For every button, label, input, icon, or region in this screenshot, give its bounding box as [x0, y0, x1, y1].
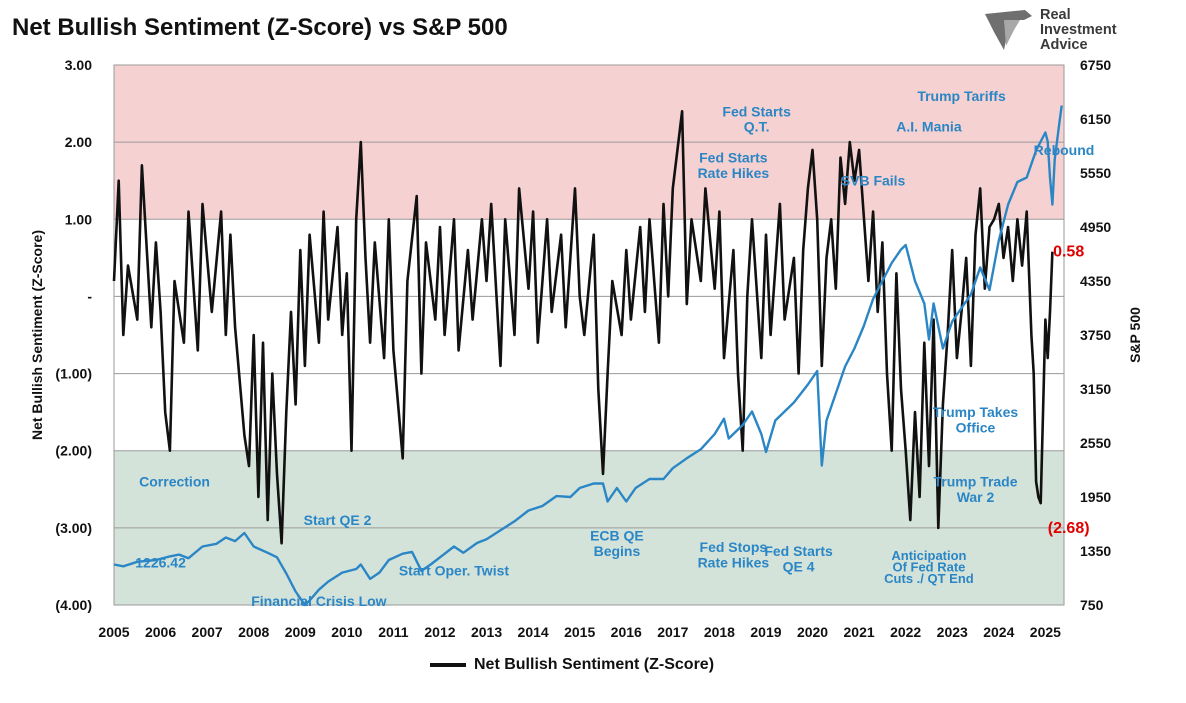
chart-annotation: Trump Takes [933, 404, 1019, 420]
y-right-tick-label: 4350 [1080, 273, 1111, 289]
chart-annotation: Cuts ./ QT End [884, 571, 974, 586]
chart-title: Net Bullish Sentiment (Z-Score) vs S&P 5… [12, 14, 508, 41]
x-tick-label: 2008 [238, 624, 269, 640]
chart-annotation: Anticipation [891, 548, 966, 563]
y-left-axis-label: Net Bullish Sentiment (Z-Score) [29, 230, 45, 440]
x-tick-label: 2017 [657, 624, 688, 640]
chart-annotation: Correction [139, 474, 210, 490]
x-tick-label: 2020 [797, 624, 828, 640]
chart-annotation: Fed Stops [700, 539, 768, 555]
x-tick-label: 2007 [192, 624, 223, 640]
chart-annotation: War 2 [957, 489, 995, 505]
x-tick-label: 2014 [518, 624, 549, 640]
x-tick-label: 2010 [331, 624, 362, 640]
chart-annotation: Financial Crisis Low [251, 593, 386, 609]
chart-annotation: Start Oper. Twist [399, 562, 510, 578]
y-left-tick-label: 3.00 [65, 57, 92, 73]
x-tick-label: 2016 [611, 624, 642, 640]
chart-annotation: Of Fed Rate [892, 559, 965, 574]
x-tick-label: 2009 [285, 624, 316, 640]
y-right-tick-label: 750 [1080, 597, 1104, 613]
chart-annotation: Fed Starts [699, 150, 768, 166]
y-right-axis-label: S&P 500 [1127, 307, 1143, 363]
chart-annotation: Rate Hikes [698, 555, 770, 571]
y-left-tick-label: 2.00 [65, 134, 92, 150]
legend-label: Net Bullish Sentiment (Z-Score) [474, 656, 715, 673]
chart-annotation: Office [956, 420, 996, 436]
legend: Net Bullish Sentiment (Z-Score) [430, 656, 714, 674]
chart-annotation: Fed Starts [764, 543, 833, 559]
chart-annotation: Start QE 2 [304, 512, 372, 528]
eagle-logo-icon [985, 10, 1032, 50]
y-right-tick-label: 6750 [1080, 57, 1111, 73]
plot-frame [113, 64, 1065, 606]
chart-annotation: ECB QE [590, 528, 644, 544]
x-tick-label: 2005 [98, 624, 129, 640]
y-left-tick-label: (1.00) [55, 366, 92, 382]
x-tick-label: 2025 [1030, 624, 1061, 640]
x-tick-label: 2022 [890, 624, 921, 640]
x-tick-label: 2015 [564, 624, 595, 640]
chart-annotation: Q.T. [744, 119, 770, 135]
chart-annotation: Begins [594, 543, 641, 559]
legend-swatch [430, 663, 466, 667]
x-tick-label: 2019 [750, 624, 781, 640]
y-right-tick-label: 5550 [1080, 165, 1111, 181]
x-tick-label: 2011 [378, 624, 409, 640]
chart-annotation: Rate Hikes [698, 165, 770, 181]
y-right-tick-label: 6150 [1080, 111, 1111, 127]
chart-annotation: (2.68) [1048, 520, 1090, 537]
x-tick-label: 2023 [937, 624, 968, 640]
y-left-tick-label: (4.00) [55, 597, 92, 613]
y-left-tick-label: - [87, 288, 92, 304]
y-right-tick-label: 3750 [1080, 327, 1111, 343]
chart-annotation: SVB Fails [841, 173, 906, 189]
chart-annotation: Trump Tariffs [917, 88, 1006, 104]
chart-annotation: QE 4 [783, 558, 815, 574]
y-left-tick-label: 1.00 [65, 211, 92, 227]
y-right-tick-label: 1950 [1080, 489, 1111, 505]
y-right-tick-label: 1350 [1080, 543, 1111, 559]
chart-annotation: Rebound [1034, 142, 1095, 158]
chart-annotation: 1226.42 [135, 555, 186, 571]
logo-line-1: Real [1040, 7, 1071, 23]
spx-series-line [113, 105, 1063, 607]
y-right-tick-label: 4950 [1080, 219, 1111, 235]
chart-annotation: 0.58 [1053, 244, 1084, 261]
y-left-tick-label: (2.00) [55, 443, 92, 459]
x-tick-label: 2006 [145, 624, 176, 640]
x-tick-label: 2018 [704, 624, 735, 640]
chart-annotation: Fed Starts [722, 103, 791, 119]
y-right-tick-label: 3150 [1080, 381, 1111, 397]
y-left-tick-label: (3.00) [55, 520, 92, 536]
x-tick-label: 2013 [471, 624, 502, 640]
x-tick-label: 2012 [424, 624, 455, 640]
sentiment-series-line [112, 110, 1054, 545]
x-tick-label: 2024 [983, 624, 1014, 640]
brand-logo: Real Investment Advice [1040, 8, 1117, 53]
logo-line-2: Investment [1040, 22, 1117, 38]
y-right-tick-label: 2550 [1080, 435, 1111, 451]
chart-annotation: Trump Trade [934, 474, 1018, 490]
logo-line-3: Advice [1040, 37, 1088, 53]
x-tick-label: 2021 [844, 624, 875, 640]
chart-annotation: A.I. Mania [896, 119, 962, 135]
